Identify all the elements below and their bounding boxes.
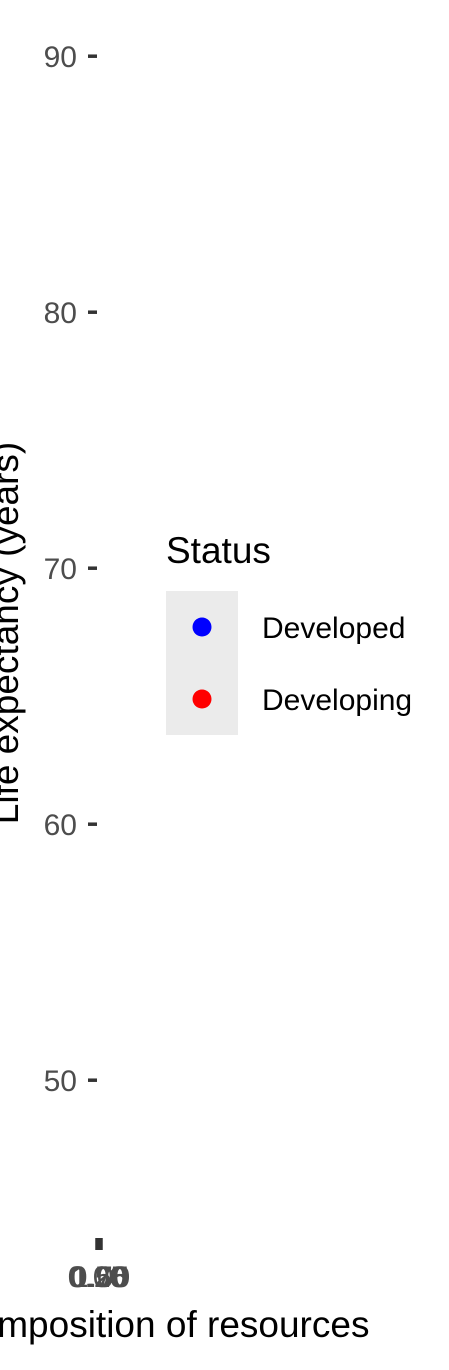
legend-key-background	[166, 591, 238, 735]
x-axis-title: Income composition of resources	[0, 1304, 369, 1345]
legend-label-developed: Developed	[262, 612, 405, 645]
x-tick-label: 0.00	[68, 1261, 126, 1294]
legend: Status Developed Developing	[166, 530, 412, 735]
y-tick-label: 60	[44, 809, 77, 842]
legend-key-developing	[192, 689, 212, 709]
y-tick-label: 50	[44, 1065, 77, 1098]
y-tick-label: 80	[44, 297, 77, 330]
y-axis: 50 60 70 80 90	[44, 41, 97, 1098]
y-axis-title: Life expectancy (years)	[0, 442, 26, 825]
x-axis: 0.000.250.500.751.00	[68, 1238, 130, 1294]
legend-key-developed	[192, 617, 212, 637]
legend-label-developing: Developing	[262, 684, 412, 717]
y-tick-label: 90	[44, 41, 77, 74]
x-tick-label: 0.50	[70, 1261, 128, 1294]
y-tick-label: 70	[44, 553, 77, 586]
legend-title: Status	[166, 530, 271, 571]
x-tick-label: 0.25	[69, 1261, 127, 1294]
x-tick-label: 0.75	[71, 1261, 129, 1294]
x-tick-label: 1.00	[72, 1261, 130, 1294]
